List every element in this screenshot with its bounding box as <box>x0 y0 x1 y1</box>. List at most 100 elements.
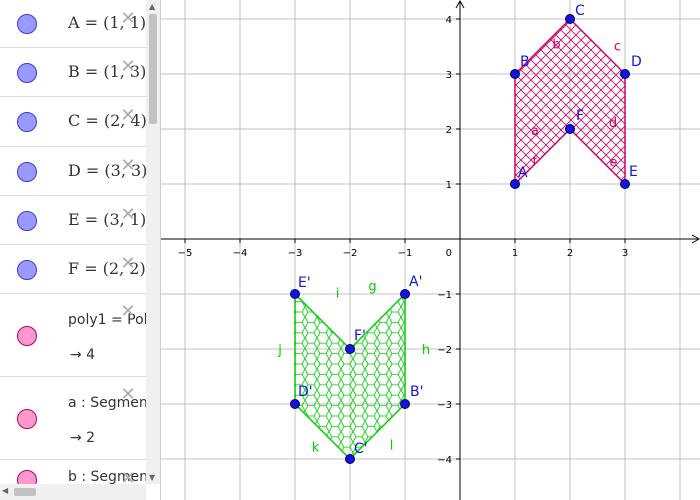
algebra-expression[interactable]: a : Segment <box>68 395 154 411</box>
visibility-toggle-icon[interactable] <box>17 259 37 280</box>
x-axis-arrow-icon <box>691 234 700 244</box>
algebra-row-poly1[interactable]: poly1 = Polygon → 4 ✕ <box>0 294 160 377</box>
segment-label-d: d <box>609 116 617 131</box>
y-tick-label: −1 <box>437 290 452 301</box>
x-tick-label: −3 <box>288 248 303 259</box>
segment-label-b: b <box>552 38 560 53</box>
algebra-row-C[interactable]: C = (2, 4) ✕ <box>0 97 147 147</box>
axes: −5 −4 −3 −2 −1 1 2 3 4 3 2 1 −1 −2 −3 −4 0 <box>161 0 700 500</box>
origin-label: 0 <box>446 248 452 259</box>
point-A[interactable] <box>510 179 520 189</box>
segment-label-i: i <box>336 287 340 302</box>
scroll-down-icon[interactable]: ▼ <box>149 473 156 482</box>
algebra-row-a[interactable]: a : Segment → 2 ✕ <box>0 377 153 460</box>
point-E-prime[interactable] <box>290 289 300 299</box>
point-label: B' <box>410 384 423 400</box>
x-tick-label: 2 <box>567 248 573 259</box>
delete-icon[interactable]: ✕ <box>120 204 136 225</box>
algebra-expression[interactable]: poly1 = Polygon <box>68 312 160 328</box>
algebra-value: → 4 <box>70 347 96 363</box>
algebra-row-E[interactable]: E = (3, 1) ✕ <box>0 196 146 245</box>
delete-icon[interactable]: ✕ <box>120 105 136 126</box>
algebra-expression[interactable]: C = (2, 4) <box>68 111 147 130</box>
algebra-expression[interactable]: A = (1, 1) <box>68 13 147 32</box>
algebra-row-D[interactable]: D = (3, 3) ✕ <box>0 147 148 196</box>
point-C[interactable] <box>565 14 575 24</box>
scroll-up-icon[interactable]: ▲ <box>149 2 156 11</box>
y-tick-label: 2 <box>446 125 452 136</box>
delete-icon[interactable]: ✕ <box>120 468 136 489</box>
segment-label-c: c <box>614 40 621 55</box>
algebra-row-B[interactable]: B = (1, 3) ✕ <box>0 48 146 97</box>
point-E[interactable] <box>620 179 630 189</box>
x-tick-label: −5 <box>178 248 193 259</box>
vertical-scroll-thumb[interactable] <box>149 14 157 124</box>
point-A-prime[interactable] <box>400 289 410 299</box>
visibility-toggle-icon[interactable] <box>17 112 37 132</box>
point-label: C <box>575 3 585 19</box>
point-label: F' <box>354 328 366 344</box>
segment-label-f: f <box>532 155 537 170</box>
y-tick-label: −3 <box>437 400 452 411</box>
x-tick-label: 1 <box>512 248 518 259</box>
algebra-expression[interactable]: B = (1, 3) <box>68 61 147 81</box>
point-label: A <box>518 165 528 181</box>
point-B-prime[interactable] <box>400 399 410 409</box>
segment-label-h: h <box>422 343 430 358</box>
y-tick-label: 3 <box>446 70 452 81</box>
visibility-toggle-icon[interactable] <box>17 408 37 429</box>
point-label: D <box>631 54 642 70</box>
point-C-prime[interactable] <box>345 454 355 464</box>
y-tick-label: −4 <box>437 455 452 466</box>
visibility-toggle-icon[interactable] <box>17 325 37 346</box>
y-tick-label: −2 <box>437 345 452 356</box>
visibility-toggle-icon[interactable] <box>17 161 37 182</box>
x-tick-label: −4 <box>233 248 248 259</box>
algebra-expression[interactable]: E = (3, 1) <box>68 209 147 229</box>
delete-icon[interactable]: ✕ <box>120 253 136 274</box>
y-axis-arrow-icon <box>455 0 465 9</box>
visibility-toggle-icon[interactable] <box>17 62 37 83</box>
x-tick-label: −1 <box>398 248 413 259</box>
horizontal-scroll-thumb[interactable] <box>14 488 36 496</box>
point-label: A' <box>409 274 422 290</box>
segment-label-a: a <box>531 124 539 139</box>
point-F-prime[interactable] <box>345 344 355 354</box>
algebra-row-A[interactable]: A = (1, 1) ✕ <box>0 0 146 48</box>
point-label: E' <box>298 275 311 291</box>
algebra-expression[interactable]: F = (2, 2) <box>68 258 146 278</box>
delete-icon[interactable]: ✕ <box>120 155 136 176</box>
point-label: B <box>520 54 530 70</box>
visibility-toggle-icon[interactable] <box>17 14 37 34</box>
horizontal-scrollbar[interactable]: ◀ <box>0 484 146 500</box>
segment-label-e: e <box>610 156 618 171</box>
delete-icon[interactable]: ✕ <box>120 384 136 405</box>
point-label: E <box>629 164 638 180</box>
segment-label-k: k <box>312 441 320 456</box>
point-D[interactable] <box>620 69 630 79</box>
segment-label-g: g <box>368 280 376 295</box>
algebra-view: A = (1, 1) ✕ B = (1, 3) ✕ C = (2, 4) ✕ D = (3,… <box>0 0 161 500</box>
delete-icon[interactable]: ✕ <box>120 8 136 29</box>
point-label: F <box>576 108 584 124</box>
point-label: D' <box>298 384 313 400</box>
segment-label-j: j <box>277 343 282 358</box>
algebra-expression[interactable]: D = (3, 3) <box>68 160 148 180</box>
vertical-scrollbar[interactable]: ▲ ▼ <box>146 0 160 484</box>
algebra-value: → 2 <box>70 430 96 446</box>
point-label: C' <box>354 441 368 457</box>
visibility-toggle-icon[interactable] <box>17 210 37 231</box>
segment-label-l: l <box>390 439 394 454</box>
polygons: a b c d e f g h i j k l <box>277 17 626 461</box>
scroll-left-icon[interactable]: ◀ <box>2 486 9 495</box>
x-tick-label: −2 <box>343 248 358 259</box>
y-tick-label: 4 <box>446 15 452 26</box>
delete-icon[interactable]: ✕ <box>120 301 136 322</box>
delete-icon[interactable]: ✕ <box>120 56 136 77</box>
algebra-row-F[interactable]: F = (2, 2) ✕ <box>0 245 146 294</box>
algebra-expression[interactable]: b : Segment <box>68 469 154 485</box>
point-D-prime[interactable] <box>290 399 300 409</box>
point-B[interactable] <box>510 69 520 79</box>
point-F[interactable] <box>565 124 575 134</box>
